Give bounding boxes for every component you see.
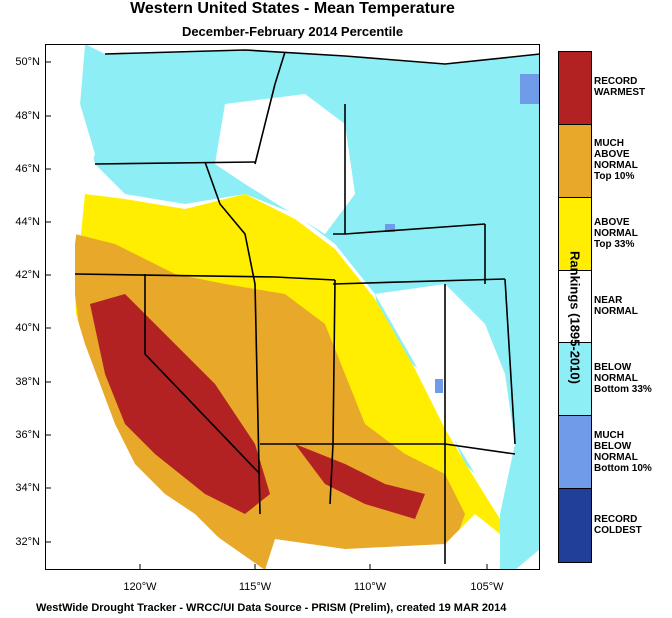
legend-label-2: ABOVE NORMAL Top 33% bbox=[594, 217, 638, 250]
legend-label-line: RECORD bbox=[594, 513, 638, 525]
legend-label-line: NORMAL bbox=[594, 306, 638, 317]
lat-label-44: 44°N bbox=[15, 216, 40, 228]
region-below-normal bbox=[80, 44, 540, 570]
footer-credits: WestWide Drought Tracker - WRCC/UI Data … bbox=[36, 602, 507, 614]
lon-label-120: 120°W bbox=[123, 581, 157, 593]
lat-label-42: 42°N bbox=[15, 269, 40, 281]
lat-label-46: 46°N bbox=[15, 163, 40, 175]
legend-swatch-5 bbox=[559, 416, 591, 490]
region-near-normal-north bbox=[215, 94, 355, 234]
legend-label-line: NORMAL bbox=[594, 227, 638, 239]
legend-label-line: Bottom 10% bbox=[594, 462, 652, 474]
lat-label-40: 40°N bbox=[15, 322, 40, 334]
legend-swatch-3 bbox=[559, 270, 591, 344]
legend-swatch-4 bbox=[559, 343, 591, 417]
region-record-warmest-az bbox=[295, 444, 425, 519]
legend-colorbar bbox=[558, 51, 592, 563]
legend-label-line: Bottom 33% bbox=[594, 384, 652, 396]
legend-swatch-0 bbox=[559, 52, 591, 125]
state-borders bbox=[74, 49, 540, 564]
map-ticks bbox=[45, 61, 488, 570]
lat-label-36: 36°N bbox=[15, 429, 40, 441]
legend-label-line: WARMEST bbox=[594, 87, 646, 99]
legend-label-line: MUCH bbox=[594, 429, 624, 441]
legend-label-line: NORMAL bbox=[594, 451, 638, 463]
legend-swatch-6 bbox=[559, 489, 591, 562]
legend-label-line: ABOVE bbox=[594, 216, 630, 228]
legend-label-line: NORMAL bbox=[594, 373, 638, 385]
legend-label-1: MUCH ABOVE NORMAL Top 10% bbox=[594, 138, 638, 182]
mexico-area bbox=[265, 514, 500, 570]
map-svg bbox=[45, 44, 540, 570]
legend-label-3: NEAR NORMAL bbox=[594, 295, 638, 317]
map-subtitle: December-February 2014 Percentile bbox=[181, 24, 404, 39]
map-title: Western United States - Mean Temperature bbox=[130, 0, 455, 17]
legend-label-5: MUCH BELOW NORMAL Bottom 10% bbox=[594, 430, 652, 474]
legend-label-6: RECORD COLDEST bbox=[594, 514, 642, 536]
lat-label-38: 38°N bbox=[15, 376, 40, 388]
temperature-map bbox=[45, 44, 540, 570]
legend-label-line: Top 10% bbox=[594, 171, 635, 183]
legend-label-0: RECORD WARMEST bbox=[594, 76, 645, 98]
legend-label-line: BELOW bbox=[594, 362, 632, 374]
legend-label-line: COLDEST bbox=[594, 524, 642, 536]
region-record-warmest-ca bbox=[90, 294, 270, 514]
legend-swatch-1 bbox=[559, 124, 591, 198]
legend-label-4: BELOW NORMAL Bottom 33% bbox=[594, 362, 652, 395]
legend-label-line: ABOVE bbox=[594, 149, 630, 161]
lat-label-50: 50°N bbox=[15, 56, 40, 68]
lat-label-32: 32°N bbox=[15, 536, 40, 548]
lat-label-48: 48°N bbox=[15, 110, 40, 122]
legend-label-line: NEAR bbox=[594, 295, 623, 306]
legend-label-line: RECORD bbox=[594, 76, 638, 88]
legend-swatch-2 bbox=[559, 197, 591, 271]
legend-title: Rankings (1895-2010) bbox=[567, 251, 583, 384]
legend-label-line: MUCH bbox=[594, 138, 624, 150]
legend-label-line: BELOW bbox=[594, 440, 632, 452]
lon-label-115: 115°W bbox=[238, 581, 272, 593]
lon-label-105: 105°W bbox=[470, 581, 504, 593]
lat-label-34: 34°N bbox=[15, 482, 40, 494]
legend-label-line: Top 33% bbox=[594, 238, 635, 250]
legend-label-line: NORMAL bbox=[594, 160, 638, 172]
pacific-ocean bbox=[45, 44, 245, 570]
lon-label-110: 110°W bbox=[353, 581, 387, 593]
